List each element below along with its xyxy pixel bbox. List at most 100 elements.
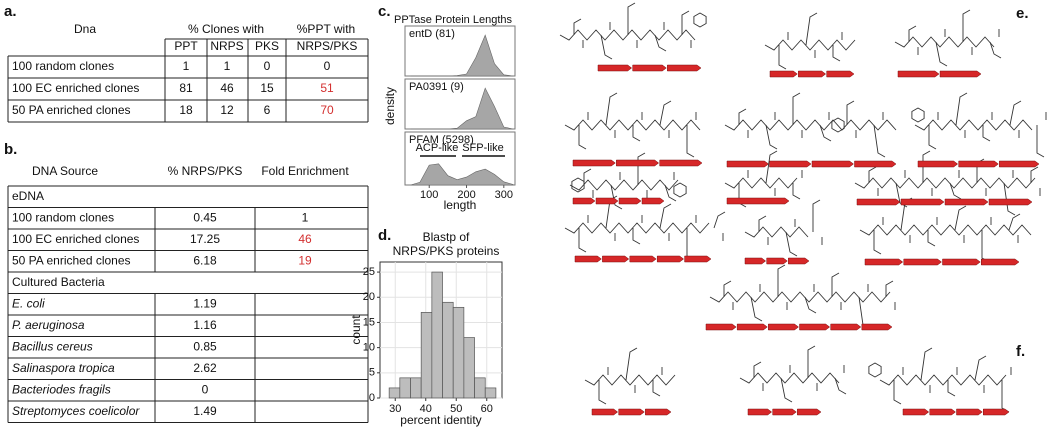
panel-label: e.: [1016, 5, 1029, 22]
structure-backbone: [724, 119, 897, 131]
cell: 19: [298, 253, 312, 267]
structure-sidechain: [831, 272, 840, 297]
structure-sidechain: [758, 215, 767, 232]
structure-sidechain: [974, 355, 987, 381]
gene-arrow: [988, 198, 1033, 206]
subheader: NRPS: [210, 39, 243, 53]
bar: [442, 301, 454, 399]
structure-sidechain: [578, 125, 587, 150]
row-label: 50 PA enriched clones: [12, 253, 131, 267]
gene-arrow: [659, 159, 703, 167]
row-label: Bacillus cereus: [12, 339, 93, 353]
bar: [431, 271, 443, 399]
structure-ring: [693, 12, 707, 28]
cell: 18: [179, 103, 193, 117]
structure-sidechain: [908, 25, 917, 42]
gene-arrow: [944, 198, 989, 206]
gene-arrow: [897, 70, 940, 78]
y-axis-label: density: [383, 87, 397, 125]
cell: 6.18: [193, 253, 217, 267]
structure-sidechain: [947, 380, 956, 397]
gene-arrow: [656, 255, 685, 263]
structure-sidechain: [873, 124, 886, 158]
gene-arrow: [826, 70, 855, 78]
structure-sidechain: [922, 150, 931, 183]
cell: 70: [320, 103, 334, 117]
header: Dna: [74, 22, 96, 36]
gene-arrow: [983, 408, 1010, 416]
structure-sidechain: [893, 380, 902, 405]
cell: 12: [220, 103, 234, 117]
structure-backbone: [894, 36, 995, 48]
cell: 51: [320, 81, 334, 95]
structure-sidechain: [738, 108, 747, 125]
panel-label: a.: [4, 3, 17, 20]
structure-backbone: [564, 119, 701, 131]
cell: 1: [183, 59, 190, 73]
cell: 46: [298, 232, 312, 246]
row-label: 100 random clones: [12, 59, 114, 73]
bar: [420, 312, 433, 399]
subheader: PKS: [255, 39, 279, 53]
structure-sidechain: [935, 41, 948, 67]
panel-label: f.: [1016, 343, 1025, 360]
gene-arrow: [572, 197, 596, 205]
header: DNA Source: [32, 164, 98, 178]
structure-sidechain: [1009, 100, 1022, 126]
section-title: Cultured Bacteria: [12, 275, 105, 289]
x-tick-label: 40: [420, 403, 432, 415]
structure-sidechain: [981, 230, 990, 263]
structure-sidechain: [578, 228, 587, 253]
gene-arrow: [772, 408, 797, 416]
gene-arrow: [939, 70, 982, 78]
cell: 1.16: [193, 318, 217, 332]
structure-sidechain: [627, 2, 636, 35]
gene-arrow: [684, 255, 712, 263]
gene-arrow: [797, 408, 822, 416]
gene-arrow: [616, 159, 660, 167]
cell: 0: [264, 59, 271, 73]
row-label: 50 PA enriched clones: [12, 103, 131, 117]
gene-arrow: [929, 408, 956, 416]
cell: 46: [220, 81, 234, 95]
structure-sidechain: [792, 183, 801, 200]
structure-backbone: [709, 291, 891, 303]
structure-sidechain: [920, 347, 933, 381]
gene-arrow: [798, 70, 827, 78]
chart-title: PPTase Protein Lengths: [394, 14, 513, 26]
structure-backbone: [569, 179, 679, 191]
gene-arrow: [618, 408, 645, 416]
structure-backbone: [739, 372, 840, 384]
cell: 0.45: [193, 210, 217, 224]
structure-sidechain: [632, 228, 641, 245]
header: %PPT with: [297, 22, 355, 36]
structure-sidechain: [1036, 125, 1045, 158]
subheader: PPT: [174, 39, 198, 53]
bar: [484, 387, 497, 399]
gene-arrow: [999, 160, 1040, 168]
gene-arrow: [902, 408, 930, 416]
structure-backbone: [564, 222, 710, 234]
structure-sidechain: [652, 380, 661, 397]
gene-arrow: [864, 258, 904, 266]
structure-backbone: [744, 226, 809, 238]
gene-arrow: [958, 160, 999, 168]
gene-arrow: [736, 323, 768, 331]
cell: 6: [264, 103, 271, 117]
structure-sidechain: [834, 377, 847, 395]
structure-sidechain: [846, 100, 855, 125]
row-label: 100 EC enriched clones: [12, 81, 139, 95]
structure-sidechain: [785, 231, 798, 257]
structure-ring: [571, 177, 585, 193]
structure-sidechain: [1001, 380, 1010, 413]
structure-sidechain: [625, 347, 638, 381]
structure-backbone: [724, 177, 798, 189]
bar: [474, 377, 486, 399]
gene-arrow: [788, 257, 810, 265]
row-label: P. aeruginosa: [12, 318, 85, 332]
structure-sidechain: [573, 18, 582, 35]
gene-arrow: [726, 160, 769, 168]
cell: 17.25: [190, 232, 220, 246]
